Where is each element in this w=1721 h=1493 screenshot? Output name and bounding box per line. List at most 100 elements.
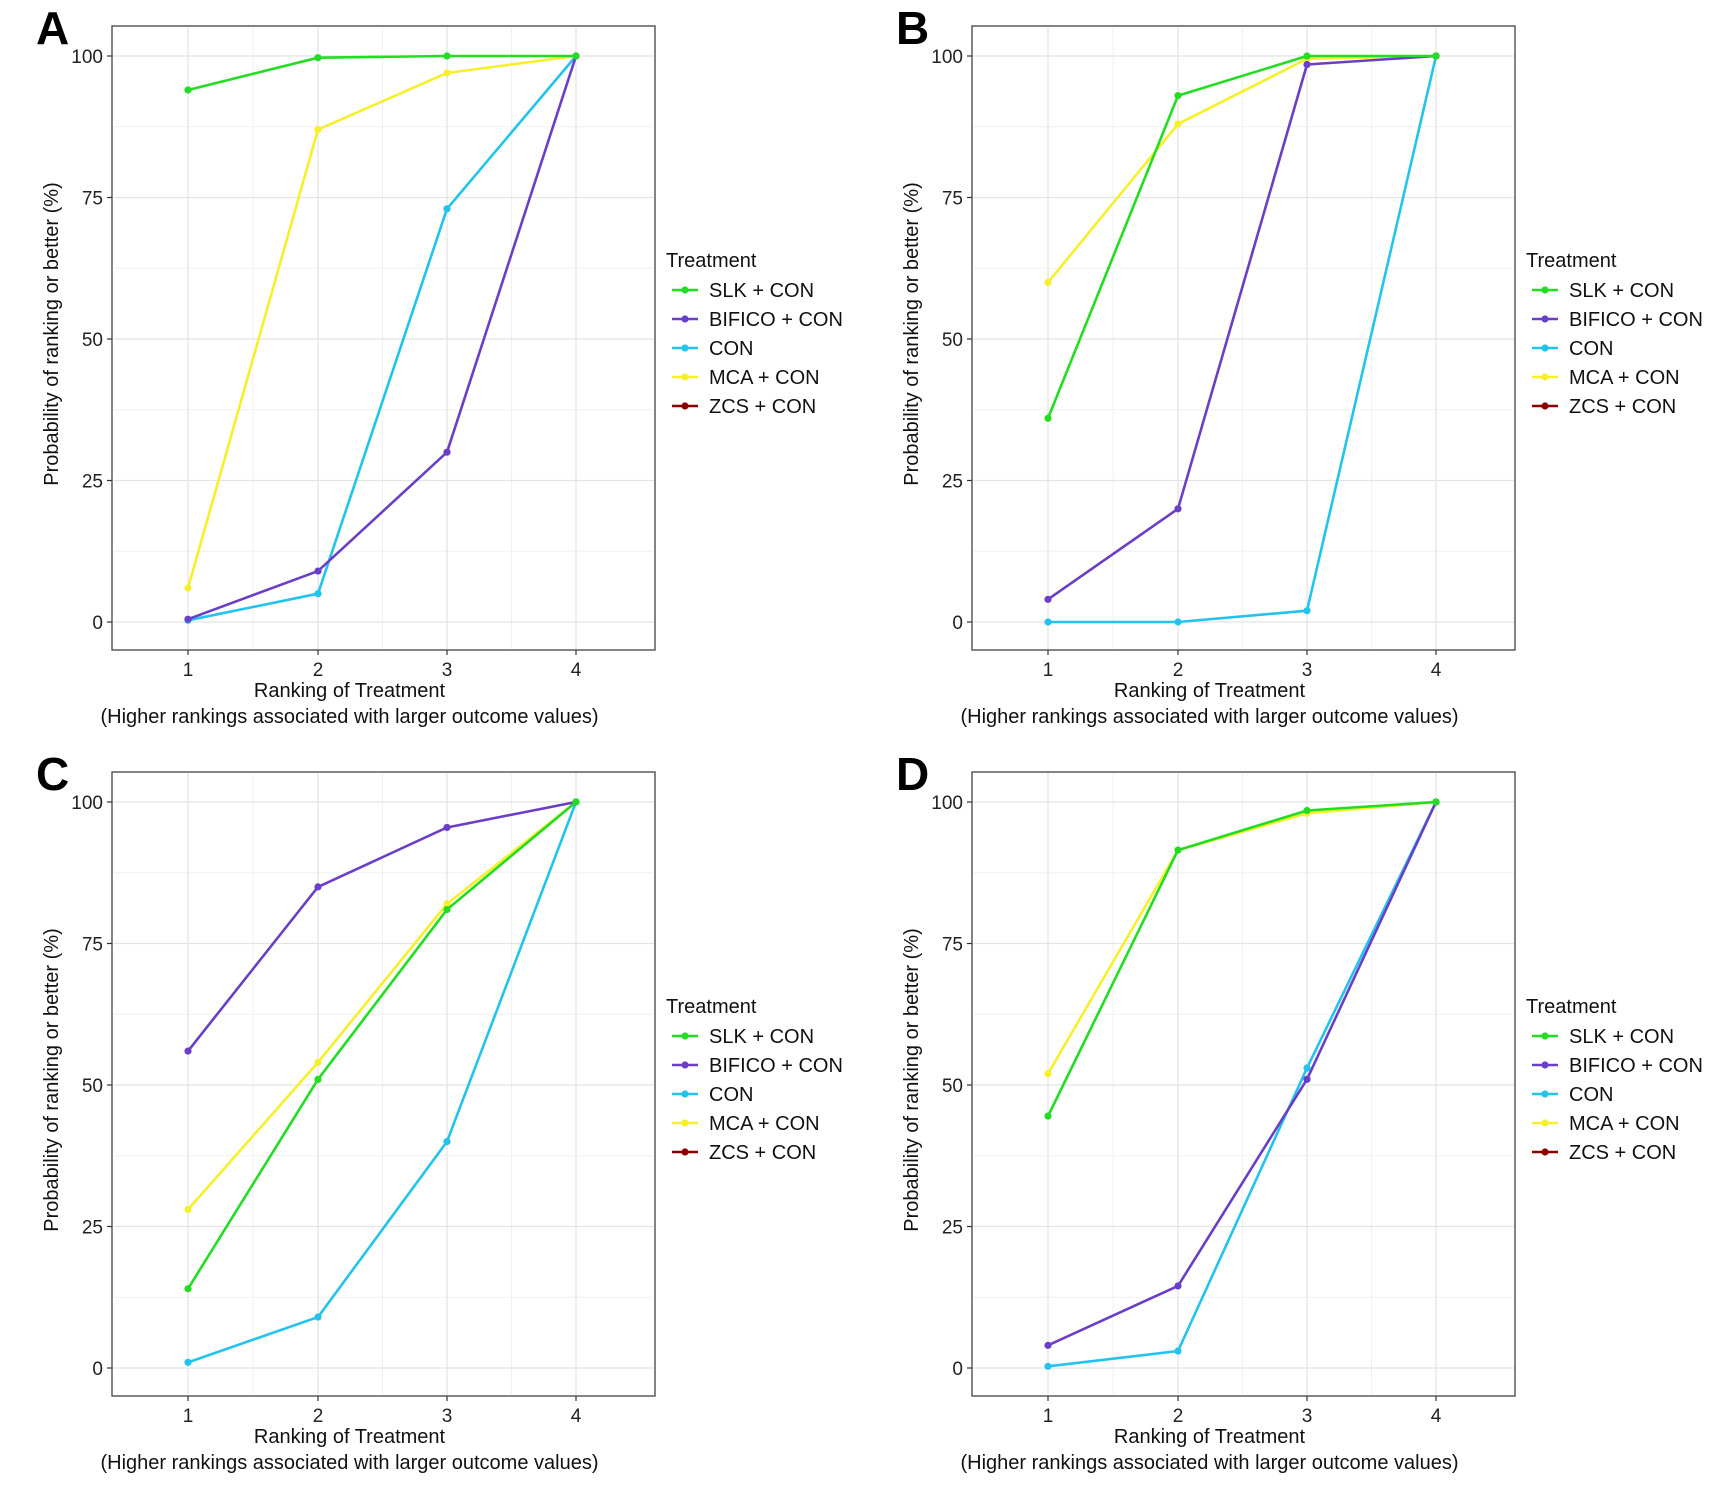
y-tick-label: 100 bbox=[71, 793, 103, 814]
legend-label-zcs-con: ZCS + CON bbox=[1569, 1142, 1676, 1164]
chart-panel-d: D 0 25 50 75 100 1 2 3 4 Probability of ranking or… bbox=[860, 746, 1720, 1492]
legend-title: Treatment bbox=[1526, 996, 1617, 1018]
legend-label-slk-con: SLK + CON bbox=[709, 280, 814, 302]
data-point-bifico-con bbox=[314, 567, 322, 575]
legend-label-bifico-con: BIFICO + CON bbox=[1569, 309, 1703, 331]
data-point-mca-con bbox=[184, 1205, 192, 1214]
legend-title: Treatment bbox=[1526, 250, 1617, 272]
data-point-mca-con bbox=[314, 1058, 322, 1066]
data-point-slk-con bbox=[314, 1075, 322, 1083]
data-point-con bbox=[1303, 607, 1311, 615]
data-point-bifico-con bbox=[1303, 1075, 1311, 1083]
data-point-mca-con bbox=[443, 69, 451, 77]
legend-key-point bbox=[1541, 1119, 1549, 1127]
data-point-mca-con bbox=[184, 584, 192, 592]
data-point-slk-con bbox=[1303, 52, 1311, 60]
legend-label-bifico-con: BIFICO + CON bbox=[1569, 1055, 1703, 1077]
chart-svg: A 0 25 50 75 100 1 2 3 4 Probability of ranking or… bbox=[36, 2, 843, 728]
series-line-bifico-con bbox=[187, 55, 578, 621]
plot-area bbox=[111, 771, 656, 1397]
x-tick-label: 3 bbox=[442, 660, 453, 681]
x-axis-subtitle: (Higher rankings associated with larger … bbox=[100, 1452, 598, 1474]
plot-area bbox=[971, 771, 1516, 1397]
data-point-con bbox=[1174, 618, 1182, 626]
data-point-bifico-con bbox=[314, 883, 322, 891]
series-line-mca-con bbox=[1046, 800, 1437, 1075]
x-tick-label: 2 bbox=[313, 1406, 324, 1427]
series-line-con bbox=[1047, 801, 1438, 1368]
data-point-con bbox=[443, 205, 451, 213]
y-axis-title: Probability of ranking or better (%) bbox=[41, 182, 63, 485]
y-tick-label: 0 bbox=[92, 1359, 103, 1380]
legend-key-point bbox=[681, 286, 689, 294]
data-point-slk-con bbox=[1174, 92, 1182, 100]
data-point-slk-con bbox=[1174, 846, 1182, 854]
y-tick-label: 75 bbox=[82, 189, 103, 210]
y-axis-title: Probability of ranking or better (%) bbox=[901, 182, 923, 485]
panel-letter: B bbox=[896, 2, 929, 54]
legend-key-point bbox=[681, 315, 689, 323]
legend-key-point bbox=[1541, 1032, 1549, 1040]
plot-border bbox=[111, 771, 656, 1397]
x-tick-label: 2 bbox=[1173, 660, 1184, 681]
legend-label-slk-con: SLK + CON bbox=[1569, 280, 1674, 302]
legend-key-point bbox=[1541, 373, 1549, 381]
data-point-con bbox=[1044, 618, 1052, 626]
x-tick-label: 1 bbox=[1043, 1406, 1054, 1427]
x-axis-subtitle: (Higher rankings associated with larger … bbox=[960, 1452, 1458, 1474]
data-point-slk-con bbox=[1044, 1112, 1052, 1120]
x-axis-subtitle: (Higher rankings associated with larger … bbox=[960, 706, 1458, 728]
legend-title: Treatment bbox=[666, 250, 757, 272]
plot-area bbox=[111, 25, 656, 651]
series-line-slk-con bbox=[1046, 800, 1437, 1117]
x-tick-label: 1 bbox=[183, 660, 194, 681]
legend-label-slk-con: SLK + CON bbox=[1569, 1026, 1674, 1048]
legend-label-mca-con: MCA + CON bbox=[1569, 367, 1680, 389]
legend-label-con: CON bbox=[709, 338, 753, 360]
y-axis-title: Probability of ranking or better (%) bbox=[41, 928, 63, 1231]
series-line-con bbox=[1048, 55, 1438, 624]
legend-label-mca-con: MCA + CON bbox=[1569, 1113, 1680, 1135]
y-axis-title: Probability of ranking or better (%) bbox=[901, 928, 923, 1231]
data-point-bifico-con bbox=[1174, 505, 1182, 513]
y-tick-label: 50 bbox=[82, 1076, 103, 1097]
data-point-con bbox=[1044, 1362, 1052, 1370]
series-line-mca-con bbox=[1046, 54, 1437, 284]
y-tick-label: 75 bbox=[82, 935, 103, 956]
series-line-bifico-con bbox=[186, 800, 577, 1052]
data-point-con bbox=[314, 1313, 322, 1321]
legend-label-con: CON bbox=[1569, 338, 1613, 360]
data-point-mca-con bbox=[1174, 120, 1182, 128]
plot-border bbox=[971, 771, 1516, 1397]
legend-key-point bbox=[681, 1061, 689, 1069]
data-point-con bbox=[184, 1358, 192, 1366]
legend-label-slk-con: SLK + CON bbox=[709, 1026, 814, 1048]
data-point-slk-con bbox=[184, 86, 192, 94]
y-tick-label: 25 bbox=[942, 472, 963, 493]
legend-label-mca-con: MCA + CON bbox=[709, 367, 820, 389]
data-point-bifico-con bbox=[443, 823, 451, 832]
series-line-bifico-con bbox=[1047, 54, 1437, 601]
data-point-bifico-con bbox=[184, 1047, 192, 1055]
data-point-con bbox=[314, 590, 322, 598]
legend-key-point bbox=[681, 1090, 689, 1098]
data-point-slk-con bbox=[314, 54, 322, 62]
legend-label-con: CON bbox=[709, 1084, 753, 1106]
y-tick-label: 25 bbox=[82, 472, 103, 493]
data-point-bifico-con bbox=[1303, 60, 1311, 69]
data-point-slk-con bbox=[1303, 806, 1311, 815]
legend-key-point bbox=[681, 373, 689, 381]
legend-key-point bbox=[681, 402, 689, 410]
data-point-bifico-con bbox=[1044, 595, 1052, 603]
panel-letter: C bbox=[36, 748, 69, 800]
legend-key-point bbox=[1541, 344, 1549, 352]
data-point-slk-con bbox=[1044, 414, 1052, 422]
chart-panel-c: C 0 25 50 75 100 1 2 3 4 Probability of ranking or… bbox=[0, 746, 860, 1492]
y-tick-label: 25 bbox=[942, 1218, 963, 1239]
panel-letter: D bbox=[896, 748, 929, 800]
data-point-con bbox=[1303, 1064, 1311, 1072]
y-tick-label: 50 bbox=[82, 330, 103, 351]
data-point-slk-con bbox=[443, 905, 451, 914]
y-tick-label: 50 bbox=[942, 330, 963, 351]
legend-key-point bbox=[1541, 286, 1549, 294]
